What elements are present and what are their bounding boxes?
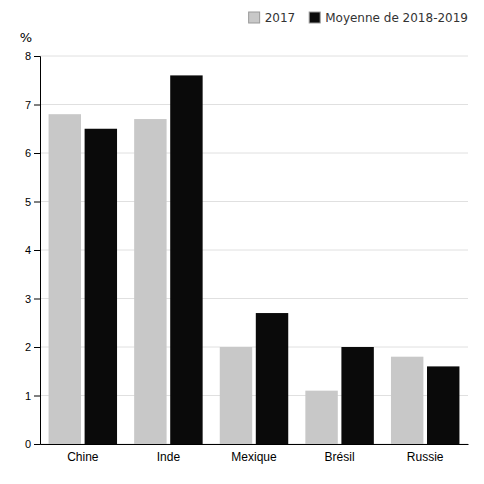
bar-series (85, 75, 460, 444)
y-tick: 2 (25, 341, 40, 353)
y-tick-label: 4 (25, 244, 31, 256)
bar (305, 391, 337, 444)
y-tick-label: 1 (25, 390, 31, 402)
y-tick: 5 (25, 196, 40, 208)
x-axis: Chine Inde Mexique Brésil Russie (41, 445, 469, 464)
y-tick-mark (34, 299, 40, 300)
y-tick: 1 (25, 390, 40, 402)
y-tick-label: 6 (25, 147, 31, 159)
y-tick: 4 (25, 244, 40, 256)
x-tick-label: Brésil (325, 450, 355, 464)
y-tick-mark (34, 153, 40, 154)
bar-series (49, 114, 424, 444)
y-tick-mark (34, 105, 40, 106)
grid-line (40, 56, 468, 57)
y-tick: 7 (25, 99, 40, 111)
y-tick-label: 7 (25, 99, 31, 111)
bars (49, 75, 460, 444)
x-tick: Inde (157, 450, 181, 464)
y-tick: 8 (25, 50, 40, 62)
legend-item: Moyenne de 2018-2019 (309, 11, 468, 25)
x-axis-line (41, 444, 469, 445)
chart: 0 1 2 3 4 5 6 7 8 Chine Inde Mexique Brésil Russie% 20… (0, 0, 484, 484)
x-tick: Brésil (325, 450, 355, 464)
grid-line (40, 104, 468, 105)
y-tick-mark (34, 444, 40, 445)
x-tick: Russie (407, 450, 444, 464)
legend-item: 2017 (249, 11, 296, 25)
y-tick-mark (34, 250, 40, 251)
bar (427, 366, 459, 444)
legend: 2017 Moyenne de 2018-2019 (249, 11, 468, 25)
bar (134, 119, 166, 444)
y-tick-label: 2 (25, 341, 31, 353)
y-tick-label: 5 (25, 196, 31, 208)
plot: 0 1 2 3 4 5 6 7 8 Chine Inde Mexique Brésil Russie (25, 50, 469, 464)
legend-label: 2017 (265, 11, 296, 25)
legend-swatch (249, 12, 260, 23)
x-tick-label: Chine (67, 450, 99, 464)
x-tick: Chine (67, 450, 99, 464)
y-tick-label: 0 (25, 438, 31, 450)
bar (170, 75, 202, 444)
y-tick-mark (34, 396, 40, 397)
y-label: % (20, 30, 32, 45)
x-tick-label: Mexique (231, 450, 277, 464)
y-tick: 0 (25, 438, 40, 450)
x-tick: Mexique (231, 450, 277, 464)
legend-swatch (309, 12, 320, 23)
bar (391, 357, 423, 444)
y-tick-label: 3 (25, 293, 31, 305)
legend-label: Moyenne de 2018-2019 (325, 11, 468, 25)
y-tick-mark (34, 56, 40, 57)
y-axis-line (34, 57, 41, 445)
y-tick-label: 8 (25, 50, 31, 62)
y-tick-mark (34, 202, 40, 203)
bar (256, 313, 288, 444)
bar (85, 129, 117, 444)
y-axis: 0 1 2 3 4 5 6 7 8 (25, 50, 41, 450)
y-tick: 6 (25, 147, 40, 159)
bar (341, 347, 373, 444)
y-tick-mark (34, 347, 40, 348)
bar (49, 114, 81, 444)
bar (220, 347, 252, 444)
x-tick-label: Russie (407, 450, 444, 464)
y-tick: 3 (25, 293, 40, 305)
x-tick-label: Inde (157, 450, 181, 464)
grid (40, 56, 468, 444)
